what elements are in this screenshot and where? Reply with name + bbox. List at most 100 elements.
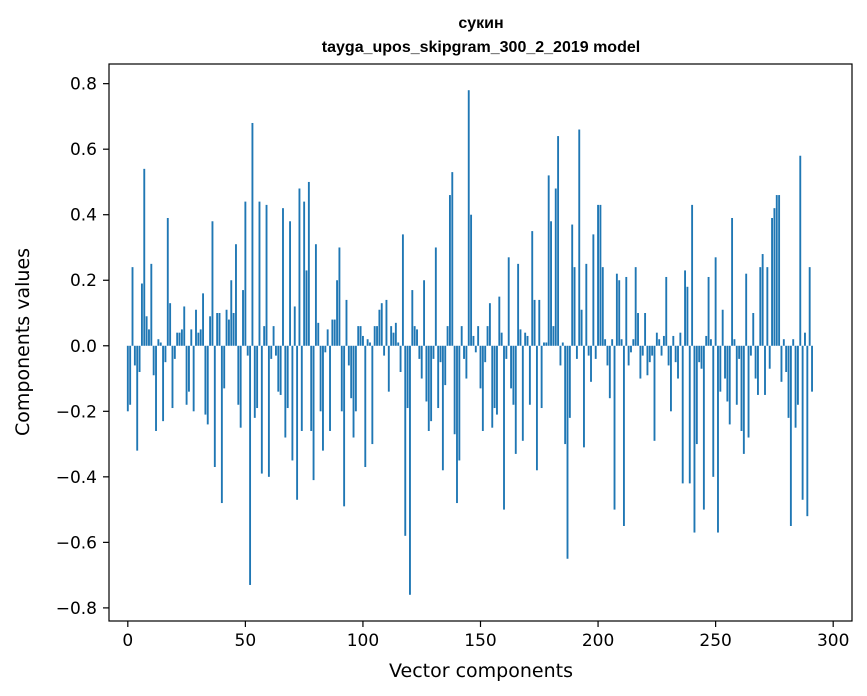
bar-component-88: [333, 319, 336, 346]
bar-component-149: [477, 326, 480, 346]
bar-component-275: [773, 208, 776, 346]
bar-component-195: [585, 263, 588, 346]
bar-component-193: [580, 309, 583, 346]
bar-component-63: [275, 345, 277, 356]
bar-component-152: [484, 345, 487, 363]
bar-component-37: [213, 345, 216, 468]
bar-component-246: [705, 335, 708, 346]
bar-component-290: [808, 267, 811, 346]
bar-component-71: [293, 306, 296, 346]
bar-component-108: [380, 303, 383, 346]
bar-component-136: [446, 326, 449, 346]
bar-component-110: [385, 299, 388, 346]
bar-component-159: [500, 332, 503, 346]
bar-component-11: [152, 345, 155, 376]
bar-component-178: [545, 342, 548, 346]
bar-component-141: [458, 345, 461, 461]
bar-component-131: [434, 247, 437, 346]
bar-component-171: [528, 345, 531, 405]
bar-component-215: [632, 339, 635, 346]
bar-component-16: [164, 345, 167, 363]
bar-component-177: [543, 342, 545, 346]
bar-component-291: [811, 345, 813, 392]
bar-component-89: [336, 280, 339, 346]
y-tick-label: −0.6: [56, 533, 97, 553]
bar-component-92: [343, 345, 346, 507]
bar-component-146: [470, 214, 473, 346]
bar-component-287: [801, 345, 804, 500]
y-tick-label: 0.0: [70, 337, 97, 357]
bar-component-80: [314, 244, 317, 346]
bar-component-101: [364, 345, 367, 468]
y-tick-label: 0.2: [70, 271, 97, 291]
bar-component-43: [227, 319, 230, 346]
bar-component-162: [507, 257, 510, 346]
bar-component-181: [552, 326, 555, 346]
bar-component-57: [260, 345, 263, 474]
bar-component-97: [354, 345, 357, 412]
bar-component-289: [806, 345, 809, 517]
bar-component-216: [634, 267, 637, 346]
bar-component-38: [216, 313, 219, 346]
bar-component-59: [265, 204, 268, 346]
bar-component-85: [326, 329, 329, 346]
bar-component-68: [286, 345, 289, 409]
bar-component-121: [411, 290, 414, 346]
bar-component-112: [390, 326, 393, 346]
bar-component-144: [465, 345, 468, 379]
bar-component-117: [401, 234, 404, 346]
bar-component-90: [338, 247, 341, 346]
bar-component-236: [681, 345, 684, 484]
bar-component-107: [378, 309, 381, 346]
y-tick-label: −0.2: [56, 402, 97, 422]
bar-component-259: [735, 345, 738, 405]
bar-component-203: [604, 339, 607, 346]
bar-component-28: [192, 345, 195, 412]
bar-component-262: [742, 345, 745, 454]
bar-component-103: [369, 342, 371, 346]
plot-frame: [108, 63, 853, 622]
bar-component-279: [782, 339, 785, 346]
bar-component-241: [693, 345, 696, 533]
bar-component-114: [394, 322, 397, 346]
bar-component-153: [486, 326, 489, 346]
bar-component-278: [780, 345, 783, 382]
bar-component-34: [206, 345, 209, 425]
y-tick-label: −0.4: [56, 468, 97, 488]
bar-component-243: [698, 345, 701, 363]
bar-component-258: [733, 339, 736, 346]
bar-component-238: [686, 286, 689, 346]
bar-component-135: [444, 345, 447, 386]
bar-component-168: [521, 345, 524, 441]
bar-component-239: [688, 345, 691, 484]
bar-component-217: [637, 313, 639, 346]
bar-component-56: [258, 201, 261, 346]
bar-component-31: [199, 329, 202, 346]
bar-component-116: [399, 345, 402, 372]
bar-component-99: [359, 326, 362, 346]
bar-component-2: [131, 267, 134, 346]
chart-title: сукин: [458, 15, 503, 32]
bar-component-52: [249, 345, 252, 585]
bar-component-12: [155, 345, 157, 431]
bar-component-20: [173, 345, 176, 359]
bar-component-127: [425, 345, 428, 402]
bar-component-206: [611, 339, 614, 346]
bar-component-180: [550, 221, 552, 346]
bar-component-65: [279, 345, 282, 395]
bar-component-183: [557, 136, 560, 346]
bar-component-288: [804, 332, 806, 346]
bar-component-83: [322, 345, 324, 451]
y-axis-label: Components values: [12, 248, 34, 436]
bar-component-40: [220, 345, 223, 504]
bar-component-138: [451, 172, 454, 346]
bar-component-109: [383, 345, 386, 356]
bar-component-137: [448, 195, 451, 346]
bar-component-224: [653, 345, 656, 441]
bar-component-3: [133, 345, 136, 366]
bar-component-157: [496, 345, 498, 415]
bar-component-64: [277, 345, 280, 392]
x-tick-label: 50: [235, 631, 257, 651]
bar-component-1: [129, 345, 132, 405]
bar-component-87: [331, 319, 334, 346]
